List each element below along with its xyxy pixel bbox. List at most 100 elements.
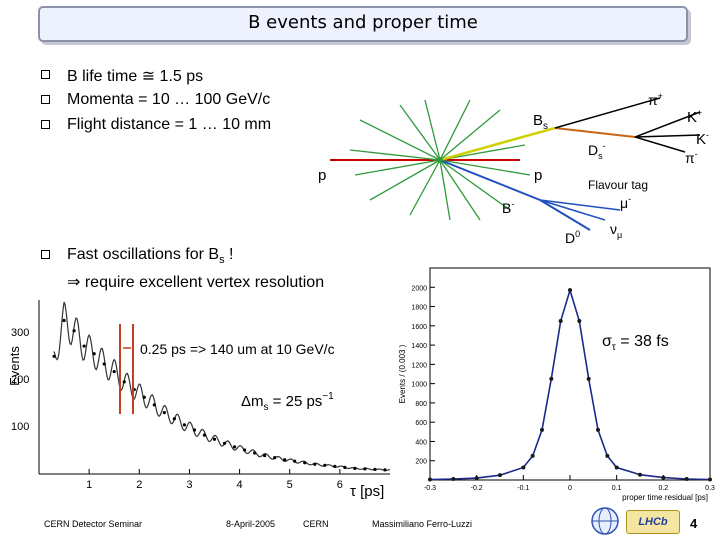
right-data-point bbox=[661, 475, 666, 480]
left-xtick-label: 5 bbox=[287, 479, 293, 491]
primary-tracks bbox=[349, 99, 531, 221]
label-k-minus: K- bbox=[696, 130, 709, 148]
left-xtick-label: 3 bbox=[186, 479, 192, 491]
right-data-point bbox=[596, 427, 600, 432]
label-flavour-tag: Flavour tag bbox=[588, 178, 648, 192]
right-data-point bbox=[684, 477, 689, 482]
left-data-point bbox=[273, 456, 277, 460]
right-xtick-label: -0.3 bbox=[424, 485, 436, 492]
left-data-point bbox=[323, 463, 327, 467]
left-ytick-100: 100 bbox=[11, 421, 29, 433]
k-plus-track bbox=[634, 111, 701, 138]
b-minus-track bbox=[439, 159, 541, 201]
right-ytick-label: 400 bbox=[415, 439, 427, 446]
left-data-point bbox=[283, 458, 287, 462]
left-data-point bbox=[222, 441, 227, 445]
event-diagram: p p Bs Ds- π+ K+ K- π- Flavour tag B- D0… bbox=[318, 91, 709, 246]
bullet-marker-3 bbox=[41, 120, 50, 129]
left-data-point bbox=[182, 423, 187, 427]
left-data-point bbox=[72, 329, 76, 333]
pi-minus-track bbox=[634, 136, 686, 153]
left-data-point bbox=[353, 466, 357, 470]
bullet-lifetime: B life time ≅ 1.5 ps bbox=[67, 68, 204, 85]
left-data-point bbox=[162, 410, 166, 415]
right-xtick-label: 0.2 bbox=[658, 485, 668, 492]
label-b-minus: B- bbox=[502, 199, 514, 216]
bullet-marker-4 bbox=[41, 250, 50, 259]
left-xtick-label: 4 bbox=[237, 479, 243, 491]
mu-track bbox=[539, 199, 621, 211]
right-data-point bbox=[474, 476, 479, 481]
left-data-point bbox=[373, 467, 377, 471]
right-ylabel: Events / (0.003 ) bbox=[398, 344, 407, 403]
right-data-point bbox=[558, 319, 563, 323]
label-mu: μ- bbox=[620, 194, 631, 211]
left-data-point bbox=[212, 437, 217, 441]
left-data-point bbox=[303, 461, 307, 465]
right-data-point bbox=[530, 453, 535, 458]
left-xtick-label: 6 bbox=[337, 479, 343, 491]
right-ytick-label: 800 bbox=[415, 401, 427, 408]
left-data-point bbox=[172, 417, 176, 421]
right-xtick-label: 0.1 bbox=[612, 485, 622, 492]
right-xtick-label: -0.1 bbox=[517, 485, 529, 492]
pi-plus-track bbox=[554, 97, 661, 129]
left-data-point bbox=[62, 318, 66, 323]
bullet-flight-distance: Flight distance = 1 … 10 mm bbox=[67, 116, 272, 133]
left-data-point bbox=[82, 344, 86, 348]
left-data-points bbox=[52, 318, 387, 472]
label-p-right: p bbox=[534, 167, 542, 184]
left-data-point bbox=[383, 468, 387, 472]
label-p-left: p bbox=[318, 167, 326, 184]
right-data-point bbox=[498, 473, 502, 478]
d0-track bbox=[539, 199, 591, 231]
primary-vertex bbox=[437, 157, 443, 163]
right-data-point bbox=[708, 477, 712, 482]
oscillations-sub: s bbox=[219, 254, 225, 267]
dm-annotation: Δms = 25 ps−1 bbox=[241, 391, 334, 413]
left-xtick-label: 2 bbox=[136, 479, 142, 491]
bullet-momenta: Momenta = 10 … 100 GeV/c bbox=[67, 91, 271, 108]
label-pi-plus: π+ bbox=[648, 91, 663, 108]
bs-track bbox=[439, 126, 556, 162]
left-data-point bbox=[142, 395, 146, 399]
left-xlabel: τ [ps] bbox=[350, 483, 384, 500]
sigma-annotation: στ = 38 fs bbox=[602, 333, 669, 353]
left-data-point bbox=[112, 370, 116, 374]
left-plot: Events 300 200 100 1 2 3 4 5 6 0.25 ps => 140… bbox=[5, 296, 390, 500]
right-ytick-label: 2000 bbox=[411, 285, 427, 292]
footer-date: 8-April-2005 bbox=[226, 519, 276, 529]
slide-title: B events and proper time bbox=[38, 6, 688, 42]
left-data-point bbox=[122, 380, 126, 384]
label-d0: D0 bbox=[565, 229, 580, 246]
right-data-point bbox=[428, 477, 432, 482]
right-ytick-label: 600 bbox=[415, 420, 427, 427]
left-data-point bbox=[343, 465, 347, 469]
bullet-marker-2 bbox=[41, 95, 50, 104]
left-data-point bbox=[152, 403, 156, 407]
left-data-point bbox=[253, 451, 257, 455]
nu-track bbox=[539, 199, 606, 221]
footer-place: CERN bbox=[303, 519, 329, 529]
page-number: 4 bbox=[690, 516, 698, 531]
left-data-point bbox=[293, 459, 297, 463]
globe-logo bbox=[591, 507, 619, 535]
label-bs: Bs bbox=[533, 112, 548, 132]
label-pi-minus: π- bbox=[685, 149, 698, 166]
right-data-point bbox=[521, 465, 526, 470]
right-data-point bbox=[540, 427, 544, 432]
resolution-annotation: 0.25 ps => 140 um at 10 GeV/c bbox=[140, 341, 335, 357]
footer-author: Massimiliano Ferro-Luzzi bbox=[372, 519, 473, 529]
footer-seminar: CERN Detector Seminar bbox=[44, 519, 143, 529]
left-data-point bbox=[263, 453, 267, 458]
right-data-point bbox=[638, 472, 642, 477]
right-ytick-label: 1000 bbox=[411, 382, 427, 389]
right-ytick-label: 1200 bbox=[411, 362, 427, 369]
right-xtick-label: -0.2 bbox=[471, 485, 483, 492]
bullet-marker-1 bbox=[41, 70, 50, 79]
left-x-ticks: 1 2 3 4 5 6 bbox=[86, 469, 343, 491]
right-data-point bbox=[568, 288, 572, 293]
left-data-point bbox=[92, 352, 96, 356]
right-data-point bbox=[605, 453, 610, 458]
k-minus-track bbox=[634, 134, 701, 138]
